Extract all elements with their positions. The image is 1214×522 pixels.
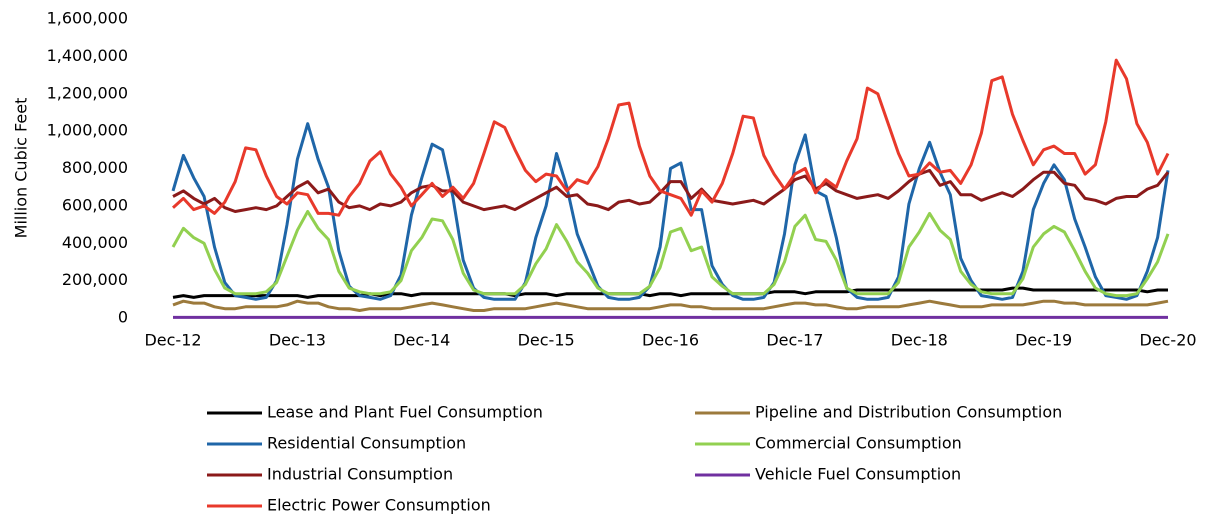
x-tick-label: Dec-17 bbox=[766, 331, 823, 350]
x-tick-label: Dec-18 bbox=[891, 331, 948, 350]
line-series bbox=[172, 168, 1170, 213]
y-axis-title: Million Cubic Feet bbox=[12, 98, 31, 239]
line-series bbox=[171, 122, 1170, 301]
legend-label: Commercial Consumption bbox=[755, 434, 962, 453]
x-tick-label: Dec-14 bbox=[393, 331, 450, 350]
y-tick-label: 0 bbox=[118, 308, 128, 327]
x-tick-label: Dec-15 bbox=[518, 331, 575, 350]
legend-label: Vehicle Fuel Consumption bbox=[755, 465, 961, 484]
y-tick-label: 1,000,000 bbox=[47, 121, 128, 140]
x-tick-label: Dec-19 bbox=[1015, 331, 1072, 350]
line-series bbox=[172, 58, 1170, 217]
line-series bbox=[172, 299, 1169, 312]
legend-label: Pipeline and Distribution Consumption bbox=[755, 403, 1062, 422]
line-series bbox=[172, 286, 1168, 299]
legend-label: Electric Power Consumption bbox=[267, 496, 491, 515]
line-series bbox=[171, 210, 1170, 298]
y-tick-label: 400,000 bbox=[62, 233, 128, 252]
x-tick-label: Dec-12 bbox=[144, 331, 201, 350]
legend-label: Lease and Plant Fuel Consumption bbox=[267, 403, 543, 422]
y-tick-label: 1,200,000 bbox=[47, 83, 128, 102]
y-tick-label: 1,400,000 bbox=[47, 46, 128, 65]
y-tick-label: 800,000 bbox=[62, 158, 128, 177]
y-tick-label: 600,000 bbox=[62, 195, 128, 214]
x-tick-label: Dec-16 bbox=[642, 331, 699, 350]
x-tick-label: Dec-20 bbox=[1139, 331, 1196, 350]
legend-label: Residential Consumption bbox=[267, 434, 466, 453]
y-tick-label: 1,600,000 bbox=[47, 9, 128, 28]
legend-label: Industrial Consumption bbox=[267, 465, 453, 484]
y-tick-label: 200,000 bbox=[62, 270, 128, 289]
x-tick-label: Dec-13 bbox=[269, 331, 326, 350]
